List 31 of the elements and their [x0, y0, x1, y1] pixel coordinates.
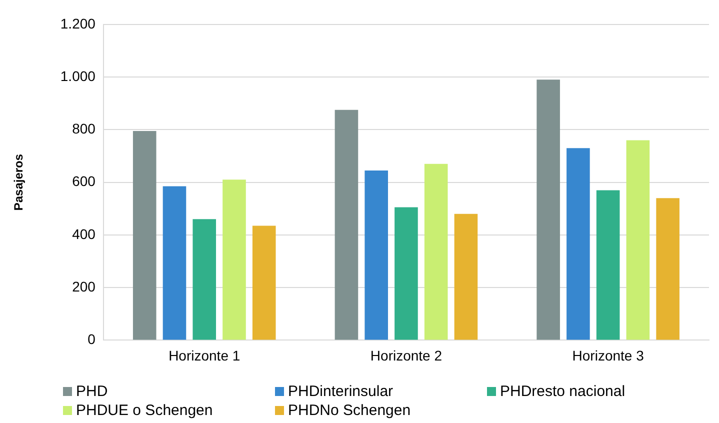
legend-label: PHDUE o Schengen [76, 402, 213, 419]
y-tick-label: 1.200 [60, 15, 96, 32]
y-tick-label: 800 [72, 120, 96, 137]
x-tick-label: Horizonte 2 [370, 347, 442, 364]
legend-label: PHDinterinsular [288, 383, 394, 400]
bar [252, 226, 276, 340]
y-axis-title: Pasajeros [12, 154, 26, 211]
bar [566, 148, 590, 340]
x-tick-label: Horizonte 1 [168, 347, 240, 364]
y-tick-label: 400 [72, 226, 96, 242]
bar [454, 214, 478, 340]
bar [222, 180, 246, 340]
y-tick-label: 0 [88, 331, 96, 348]
y-tick-label: 600 [72, 173, 96, 190]
bar [364, 170, 388, 340]
bar [162, 186, 186, 340]
x-tick-label: Horizonte 3 [572, 347, 644, 364]
bar [656, 198, 680, 340]
bar [424, 164, 448, 340]
bar [132, 130, 156, 340]
bar [536, 80, 560, 340]
y-tick-label: 200 [72, 278, 96, 294]
bar [596, 190, 620, 340]
legend-label: PHDresto nacional [500, 383, 626, 400]
legend-label: PHDNo Schengen [288, 402, 411, 419]
bar [626, 140, 650, 340]
bar [192, 219, 216, 340]
y-tick-label: 1.000 [60, 68, 96, 84]
legend-label: PHD [76, 383, 108, 400]
bar [394, 207, 418, 340]
bar [334, 110, 358, 340]
